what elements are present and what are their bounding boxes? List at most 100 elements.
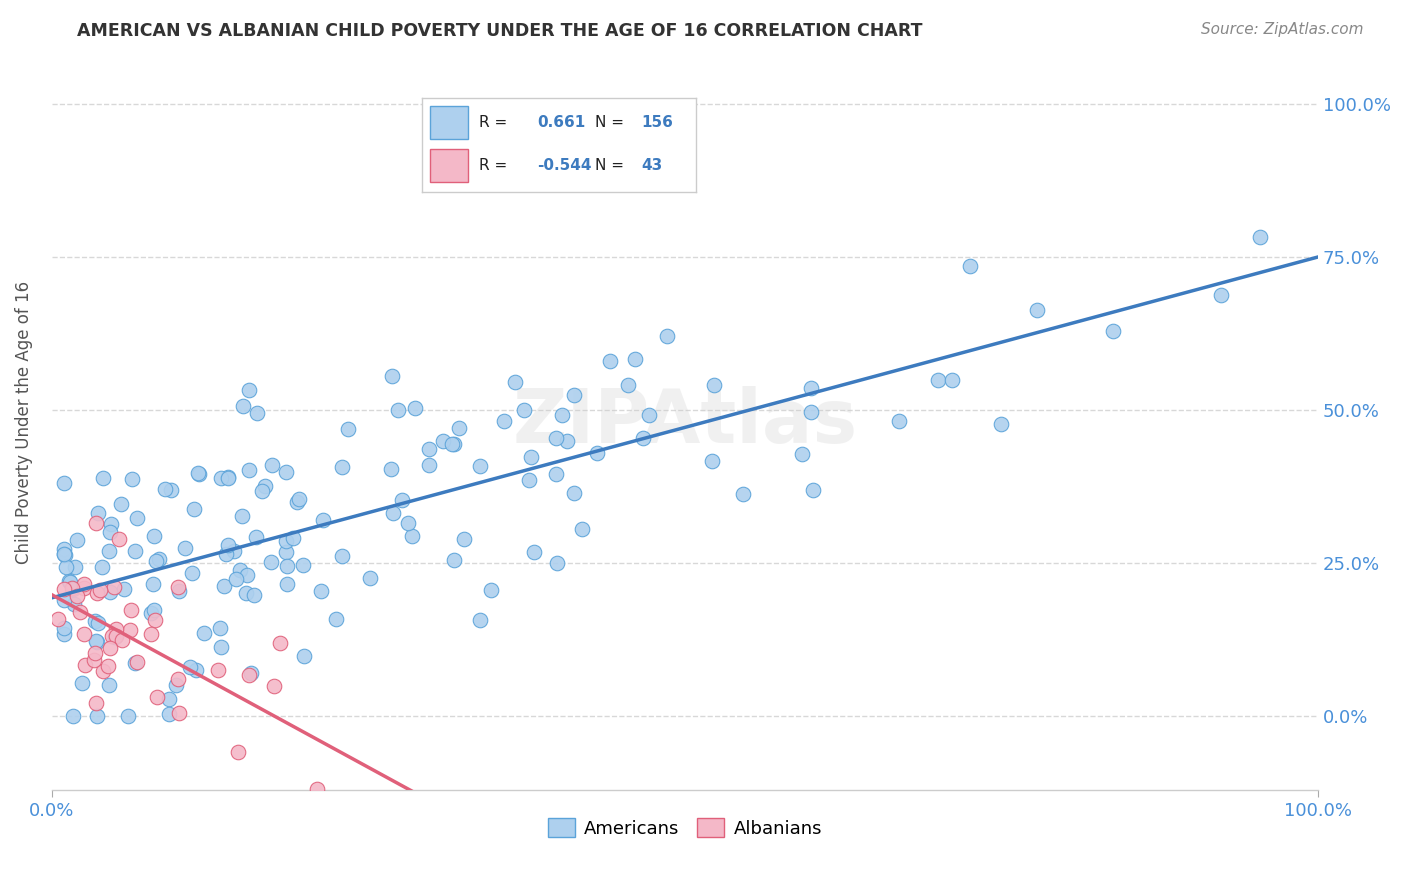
Point [418, 442, 440, 456]
Point [503, 375, 526, 389]
Point [91, 560, 114, 574]
Point [86, 586, 108, 600]
Point [167, 706, 190, 720]
Point [337, 422, 360, 436]
Point [153, 482, 176, 496]
Point [453, 532, 475, 546]
Point [217, 538, 239, 552]
Point [87, 506, 110, 520]
Point [100, 517, 122, 532]
Text: 0.661: 0.661 [537, 115, 585, 130]
Point [225, 572, 247, 586]
Point [226, 745, 249, 759]
Point [93, 665, 115, 679]
Point [276, 577, 298, 591]
Point [167, 584, 190, 599]
Text: N =: N = [595, 115, 623, 130]
Point [307, 781, 329, 796]
Point [401, 529, 423, 543]
Point [1249, 229, 1271, 244]
Point [108, 533, 131, 547]
Text: 43: 43 [641, 158, 662, 173]
Point [276, 559, 298, 574]
Point [311, 513, 333, 527]
Point [207, 664, 229, 678]
Point [260, 458, 283, 472]
Point [243, 588, 266, 602]
Point [143, 613, 166, 627]
Point [121, 472, 143, 486]
Point [53, 547, 76, 561]
Point [443, 794, 465, 808]
Point [84, 646, 107, 660]
Point [479, 582, 502, 597]
Point [165, 677, 187, 691]
Point [546, 467, 568, 481]
Point [292, 649, 315, 664]
Point [75, 657, 97, 672]
Point [238, 668, 260, 682]
Point [142, 576, 165, 591]
Point [143, 603, 166, 617]
Point [571, 522, 593, 536]
Point [86, 516, 108, 531]
Point [110, 497, 132, 511]
Point [53, 620, 76, 634]
Point [188, 467, 211, 482]
Point [391, 492, 413, 507]
Point [167, 580, 190, 594]
Point [599, 354, 621, 368]
Point [148, 551, 170, 566]
Point [65, 559, 87, 574]
Point [254, 479, 277, 493]
Point [700, 453, 723, 467]
Point [127, 656, 149, 670]
Point [959, 259, 981, 273]
Point [231, 508, 253, 523]
Y-axis label: Child Poverty Under the Age of 16: Child Poverty Under the Age of 16 [15, 281, 32, 564]
Point [214, 548, 236, 562]
Point [235, 586, 257, 600]
Point [98, 640, 121, 655]
Point [53, 542, 76, 557]
Text: 156: 156 [641, 115, 673, 130]
Point [1211, 288, 1233, 302]
Point [238, 463, 260, 477]
Point [562, 486, 585, 500]
Point [513, 403, 536, 417]
Point [252, 484, 274, 499]
Point [59, 574, 82, 589]
Text: -0.544: -0.544 [537, 158, 592, 173]
Point [801, 483, 824, 497]
Text: R =: R = [479, 115, 508, 130]
Text: R =: R = [479, 158, 508, 173]
Point [217, 471, 239, 485]
Point [238, 383, 260, 397]
Point [325, 612, 347, 626]
Point [104, 630, 127, 644]
Point [517, 473, 540, 487]
Point [180, 566, 202, 581]
Point [86, 709, 108, 723]
Point [141, 627, 163, 641]
Point [214, 579, 236, 593]
Point [585, 445, 607, 459]
Point [66, 589, 89, 603]
Point [432, 434, 454, 448]
Point [309, 583, 332, 598]
Point [381, 506, 404, 520]
Point [91, 471, 114, 485]
Point [396, 516, 419, 530]
Point [631, 431, 654, 445]
Point [889, 414, 911, 428]
Bar [430, 149, 468, 183]
Point [285, 495, 308, 509]
Point [124, 657, 146, 671]
Point [551, 408, 574, 422]
Point [145, 690, 167, 704]
Point [84, 614, 107, 628]
Point [274, 465, 297, 479]
Point [562, 388, 585, 402]
Point [443, 553, 465, 567]
Point [53, 626, 76, 640]
